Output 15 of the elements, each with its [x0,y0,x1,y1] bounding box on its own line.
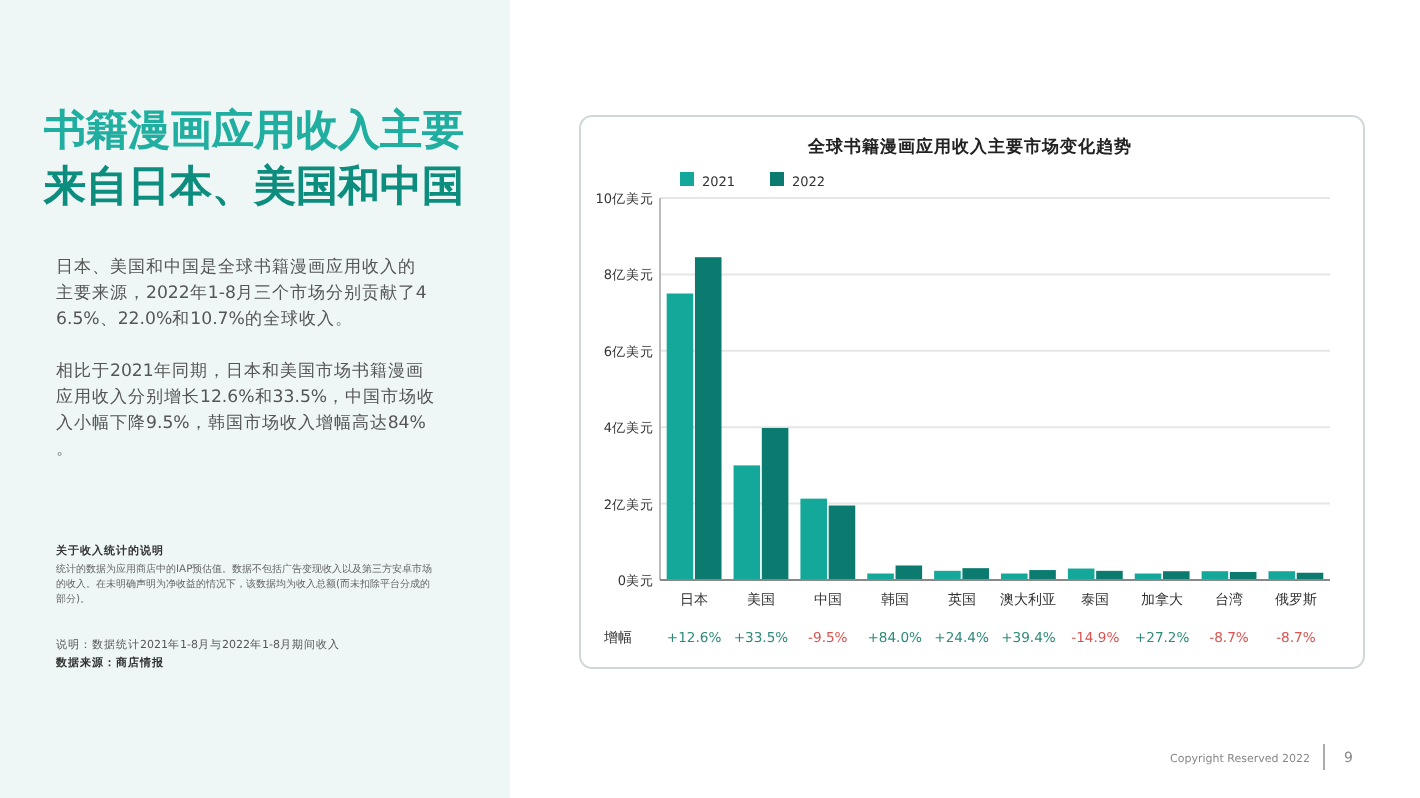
bar [1163,571,1190,580]
bar [1029,570,1056,580]
bar [733,465,761,580]
chart-title: 全球书籍漫画应用收入主要市场变化趋势 [806,136,1132,158]
bar [1268,571,1296,580]
bar [666,293,694,580]
text: 相比于2021年同期，日本和美国市场书籍漫画应用收入分别增长12.6%和33.5%，中国市场收入小幅下降9.5%，韩国市场收入增幅高达84%。 [56,360,436,460]
text: 日本、美国和中国是全球书籍漫画应用收入的主要来源，2022年1-8月三个市场分别贡献了46.5%、22.0%和10.7%的全球收入。 [56,256,427,330]
bar [694,257,722,580]
bar [800,498,827,580]
text: 书籍漫画应用收入主要来自日本、美国和中国 [42,106,464,210]
bar [761,427,789,580]
bar [828,505,856,580]
bar [962,568,989,580]
bar [895,565,923,580]
